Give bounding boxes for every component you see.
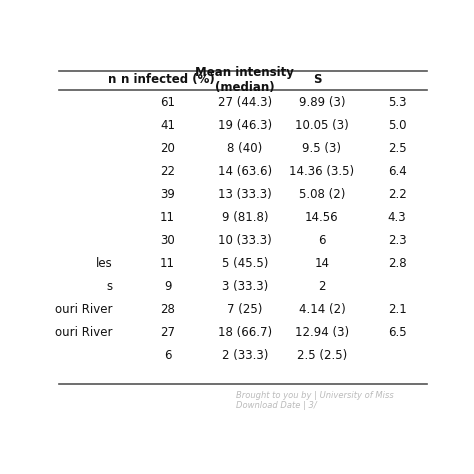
Text: 3 (33.3): 3 (33.3) bbox=[222, 280, 268, 293]
Text: 22: 22 bbox=[160, 165, 175, 178]
Text: 9: 9 bbox=[164, 280, 172, 293]
Text: 11: 11 bbox=[160, 211, 175, 224]
Text: 14.56: 14.56 bbox=[305, 211, 339, 224]
Text: 6.4: 6.4 bbox=[388, 165, 406, 178]
Text: 30: 30 bbox=[160, 234, 175, 247]
Text: 14: 14 bbox=[314, 257, 329, 270]
Text: ouri River: ouri River bbox=[55, 326, 112, 339]
Text: 2.5 (2.5): 2.5 (2.5) bbox=[297, 349, 347, 362]
Text: n infected (%): n infected (%) bbox=[121, 73, 215, 86]
Text: 27 (44.3): 27 (44.3) bbox=[218, 96, 272, 109]
Text: 2: 2 bbox=[318, 280, 326, 293]
Text: 20: 20 bbox=[160, 142, 175, 155]
Text: 12.94 (3): 12.94 (3) bbox=[295, 326, 349, 339]
Text: n: n bbox=[109, 73, 117, 86]
Text: 2.8: 2.8 bbox=[388, 257, 406, 270]
Text: 6.5: 6.5 bbox=[388, 326, 406, 339]
Text: 5 (45.5): 5 (45.5) bbox=[221, 257, 268, 270]
Text: 2.1: 2.1 bbox=[388, 303, 406, 316]
Text: 18 (66.7): 18 (66.7) bbox=[218, 326, 272, 339]
Text: 9.89 (3): 9.89 (3) bbox=[299, 96, 345, 109]
Text: 19 (46.3): 19 (46.3) bbox=[218, 119, 272, 132]
Text: 11: 11 bbox=[160, 257, 175, 270]
Text: 10.05 (3): 10.05 (3) bbox=[295, 119, 349, 132]
Text: 28: 28 bbox=[160, 303, 175, 316]
Text: 9.5 (3): 9.5 (3) bbox=[302, 142, 341, 155]
Text: 9 (81.8): 9 (81.8) bbox=[221, 211, 268, 224]
Text: 2 (33.3): 2 (33.3) bbox=[221, 349, 268, 362]
Text: 6: 6 bbox=[164, 349, 172, 362]
Text: 4.3: 4.3 bbox=[388, 211, 406, 224]
Text: 8 (40): 8 (40) bbox=[227, 142, 263, 155]
Text: 13 (33.3): 13 (33.3) bbox=[218, 188, 272, 201]
Text: s: s bbox=[106, 280, 112, 293]
Text: ouri River: ouri River bbox=[55, 303, 112, 316]
Text: 7 (25): 7 (25) bbox=[227, 303, 263, 316]
Text: 5.0: 5.0 bbox=[388, 119, 406, 132]
Text: 14 (63.6): 14 (63.6) bbox=[218, 165, 272, 178]
Text: S: S bbox=[313, 73, 322, 86]
Text: Brought to you by | University of Miss: Brought to you by | University of Miss bbox=[236, 391, 393, 400]
Text: les: les bbox=[96, 257, 112, 270]
Text: 39: 39 bbox=[160, 188, 175, 201]
Text: 27: 27 bbox=[160, 326, 175, 339]
Text: 5.3: 5.3 bbox=[388, 96, 406, 109]
Text: 6: 6 bbox=[318, 234, 326, 247]
Text: Download Date | 3/: Download Date | 3/ bbox=[236, 401, 316, 410]
Text: 14.36 (3.5): 14.36 (3.5) bbox=[289, 165, 355, 178]
Text: 2.3: 2.3 bbox=[388, 234, 406, 247]
Text: 2.5: 2.5 bbox=[388, 142, 406, 155]
Text: 61: 61 bbox=[160, 96, 175, 109]
Text: 10 (33.3): 10 (33.3) bbox=[218, 234, 272, 247]
Text: 5.08 (2): 5.08 (2) bbox=[299, 188, 345, 201]
Text: 2.2: 2.2 bbox=[388, 188, 406, 201]
Text: 4.14 (2): 4.14 (2) bbox=[299, 303, 345, 316]
Text: Mean intensity
(median): Mean intensity (median) bbox=[195, 65, 294, 93]
Text: 41: 41 bbox=[160, 119, 175, 132]
